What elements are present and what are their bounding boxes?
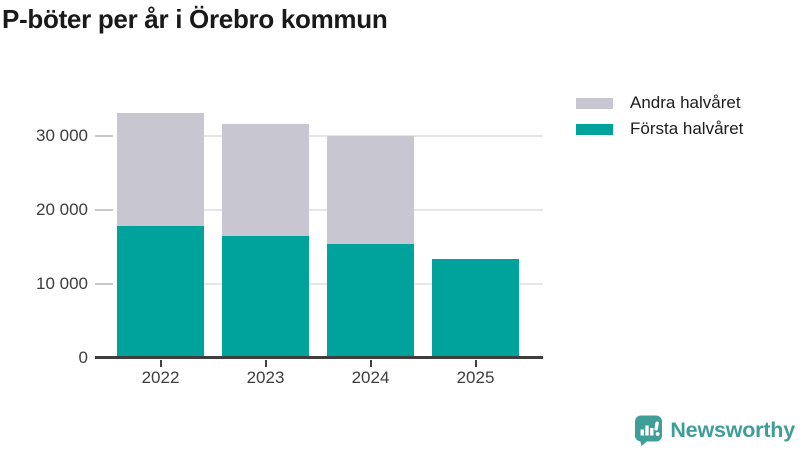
- legend-label-forsta-halvaret: Första halvåret: [630, 119, 744, 138]
- y-axis-labels: 0 10 000 20 000 30 000: [0, 100, 88, 367]
- x-tick-2023: [264, 360, 267, 367]
- x-axis-label-2025: 2025: [456, 368, 495, 387]
- y-tick-20000: [95, 208, 113, 211]
- y-axis-label-0: 0: [78, 348, 88, 367]
- bar-2023-forsta-halvaret: [222, 235, 309, 358]
- chart-title: P-böter per år i Örebro kommun: [2, 4, 388, 34]
- newsworthy-brand-link[interactable]: Newsworthy: [634, 415, 795, 446]
- x-tick-2022: [159, 360, 162, 367]
- legend-item-andra-halvaret: Andra halvåret: [576, 90, 743, 116]
- x-axis-label-2024: 2024: [351, 368, 390, 387]
- legend-swatch-forsta-halvaret: [576, 123, 613, 135]
- bar-2022-andra-halvaret: [117, 113, 204, 227]
- x-tick-2024: [369, 360, 372, 367]
- newsworthy-logo-icon: [634, 415, 663, 446]
- x-tick-2025: [474, 360, 477, 367]
- plot-area: [95, 100, 543, 359]
- y-axis-label-30000: 30 000: [36, 125, 88, 145]
- newsworthy-logo-text: Newsworthy: [670, 418, 795, 442]
- x-axis-line: [95, 356, 543, 359]
- y-tick-30000: [95, 134, 113, 137]
- y-axis-label-10000: 10 000: [36, 273, 88, 293]
- legend-item-forsta-halvaret: Första halvåret: [576, 116, 743, 142]
- legend: Andra halvåret Första halvåret: [576, 90, 743, 142]
- y-tick-10000: [95, 282, 113, 285]
- x-axis-label-2022: 2022: [141, 368, 180, 387]
- legend-label-andra-halvaret: Andra halvåret: [630, 93, 741, 112]
- bar-2025-forsta-halvaret: [432, 259, 519, 358]
- y-axis-label-20000: 20 000: [36, 199, 88, 219]
- bar-2024-forsta-halvaret: [327, 243, 414, 358]
- chart: 0 10 000 20 000 30 000 2022 2023 2024 2025: [0, 100, 560, 400]
- x-axis-label-2023: 2023: [246, 368, 285, 387]
- legend-swatch-andra-halvaret: [576, 97, 613, 109]
- bar-2022-forsta-halvaret: [117, 226, 204, 358]
- bar-2024-andra-halvaret: [327, 135, 414, 244]
- bar-2023-andra-halvaret: [222, 124, 309, 236]
